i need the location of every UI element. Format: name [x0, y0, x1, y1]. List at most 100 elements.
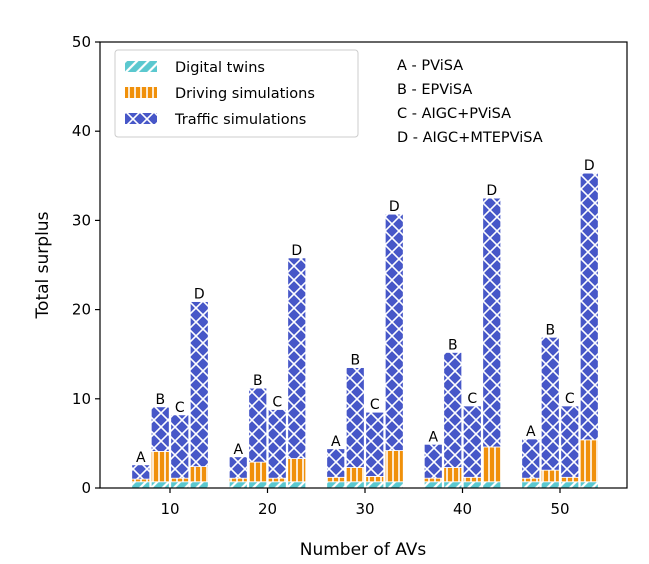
bar-method-label: B — [448, 337, 458, 353]
bar-segment-digital-twins — [521, 481, 541, 489]
bar-segment-digital-twins — [131, 481, 151, 489]
legend-swatch — [125, 61, 157, 72]
y-tick-label: 10 — [72, 390, 91, 408]
bar-segment-driving-simulations — [365, 476, 385, 483]
bar-method-label: B — [545, 322, 555, 338]
y-tick-label: 0 — [81, 479, 91, 497]
bar-segment-traffic-simulations — [482, 197, 502, 448]
bar-segment-traffic-simulations — [579, 172, 599, 441]
x-tick-label: 20 — [258, 500, 277, 518]
bar-segment-digital-twins — [189, 481, 209, 489]
bar-segment-driving-simulations — [540, 469, 560, 483]
bar-segment-traffic-simulations — [267, 409, 287, 479]
bar-segment-driving-simulations — [170, 477, 190, 483]
bar-segment-digital-twins — [228, 481, 248, 489]
bar-method-label: A — [331, 434, 341, 450]
y-axis: 0 10 20 30 40 50 — [72, 33, 100, 497]
legend-entry-label: Traffic simulations — [174, 112, 306, 128]
bar-segment-driving-simulations — [131, 478, 151, 483]
bar-method-label: A — [136, 450, 146, 466]
bar-method-label: A — [233, 442, 243, 458]
y-tick-label: 50 — [72, 33, 91, 51]
x-tick-label: 30 — [355, 500, 374, 518]
y-tick-label: 30 — [72, 211, 91, 229]
method-annotation: C - AIGC+PViSA — [397, 106, 511, 122]
bar-segment-digital-twins — [365, 481, 385, 489]
bar-segment-digital-twins — [579, 481, 599, 489]
legend-entry-label: Digital twins — [175, 60, 265, 76]
legend: Digital twins Driving simulations Traffic … — [114, 49, 359, 138]
bar-segment-traffic-simulations — [540, 336, 560, 471]
bar-segment-digital-twins — [560, 481, 580, 489]
x-axis-label: Number of AVs — [300, 540, 427, 560]
x-tick-label: 50 — [550, 500, 569, 518]
method-annotation: D - AIGC+MTEPViSA — [397, 130, 543, 146]
bar-segment-driving-simulations — [482, 446, 502, 483]
bar-segment-driving-simulations — [462, 476, 482, 483]
x-axis: 10 20 30 40 50 — [160, 488, 570, 518]
bar-segment-driving-simulations — [267, 477, 287, 483]
bar-segment-traffic-simulations — [131, 464, 151, 480]
bars — [131, 172, 599, 489]
bar-segment-driving-simulations — [384, 450, 404, 483]
bar-segment-driving-simulations — [423, 477, 443, 483]
bar-method-label: C — [370, 397, 380, 413]
bar-segment-driving-simulations — [560, 476, 580, 483]
bar-segment-driving-simulations — [345, 467, 365, 483]
bar-segment-digital-twins — [267, 481, 287, 489]
bar-segment-traffic-simulations — [423, 443, 443, 479]
y-tick-label: 40 — [72, 122, 91, 140]
bar-segment-driving-simulations — [189, 466, 209, 483]
legend-swatch — [125, 113, 157, 124]
bar-segment-driving-simulations — [521, 477, 541, 483]
bar-segment-digital-twins — [326, 481, 346, 489]
bar-segment-driving-simulations — [326, 476, 346, 483]
bar-segment-digital-twins — [423, 481, 443, 489]
bar-segment-traffic-simulations — [462, 405, 482, 478]
bar-segment-traffic-simulations — [560, 405, 580, 478]
bar-segment-digital-twins — [443, 481, 463, 489]
method-annotation: A - PViSA — [397, 58, 463, 74]
bar-segment-traffic-simulations — [384, 213, 404, 451]
x-tick-label: 10 — [160, 500, 179, 518]
bar-method-label: C — [175, 400, 185, 416]
bar-method-label: A — [526, 424, 536, 440]
bar-segment-driving-simulations — [579, 439, 599, 483]
bar-method-label: D — [291, 243, 302, 259]
bar-segment-traffic-simulations — [443, 352, 463, 468]
bar-segment-digital-twins — [287, 481, 307, 489]
bar-segment-driving-simulations — [443, 467, 463, 483]
bar-segment-driving-simulations — [287, 458, 307, 483]
bar-method-label: B — [155, 392, 165, 408]
bar-segment-digital-twins — [384, 481, 404, 489]
bar-segment-driving-simulations — [228, 477, 248, 483]
bar-segment-traffic-simulations — [189, 301, 209, 467]
bar-segment-traffic-simulations — [228, 456, 248, 479]
legend-entry-label: Driving simulations — [175, 86, 315, 102]
bar-segment-traffic-simulations — [365, 411, 385, 477]
bar-method-label: D — [486, 183, 497, 199]
bar-segment-traffic-simulations — [170, 414, 190, 479]
bar-method-label: A — [428, 429, 438, 445]
legend-swatch — [125, 87, 157, 98]
y-tick-label: 20 — [72, 301, 91, 319]
bar-method-label: C — [467, 391, 477, 407]
bar-segment-traffic-simulations — [150, 406, 170, 452]
bar-segment-digital-twins — [462, 481, 482, 489]
bar-segment-digital-twins — [170, 481, 190, 489]
axes-frame — [99, 41, 628, 489]
bar-segment-digital-twins — [540, 481, 560, 489]
method-annotation: B - EPViSA — [397, 82, 472, 98]
bar-segment-traffic-simulations — [287, 257, 307, 459]
bar-method-label: C — [565, 391, 575, 407]
bar-method-label: D — [194, 287, 205, 303]
bar-segment-traffic-simulations — [345, 367, 365, 468]
legend-frame — [114, 49, 359, 138]
bar-method-label: B — [253, 373, 263, 389]
bar-segment-driving-simulations — [150, 451, 170, 483]
bar-segment-digital-twins — [150, 481, 170, 489]
bar-segment-driving-simulations — [248, 461, 268, 483]
bar-method-label: D — [584, 158, 595, 174]
